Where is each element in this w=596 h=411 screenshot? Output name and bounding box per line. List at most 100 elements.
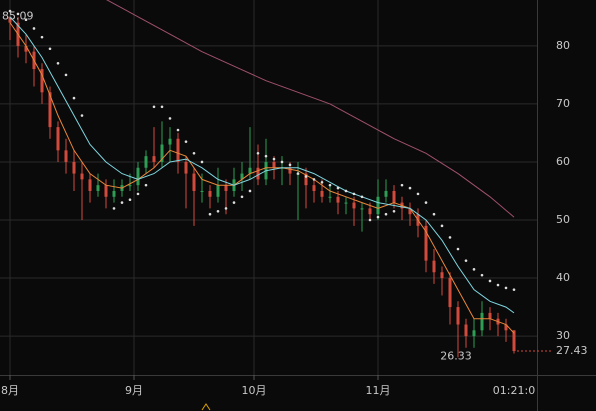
- sar-dot: [400, 183, 404, 187]
- candle-body: [360, 208, 364, 210]
- sar-dot: [32, 27, 36, 30]
- sar-dot: [216, 210, 220, 213]
- candle-body: [160, 144, 164, 162]
- y-tick-label: 30: [556, 329, 570, 342]
- candle-body: [304, 173, 308, 186]
- candle-body: [328, 196, 332, 198]
- sar-dot: [152, 105, 156, 109]
- sar-dot: [8, 9, 12, 13]
- moving-average-line: [9, 22, 515, 334]
- moving-average-line: [106, 0, 515, 218]
- candle-body: [440, 272, 444, 279]
- candle-body: [208, 190, 212, 197]
- sar-dot: [448, 236, 452, 239]
- sar-dot: [112, 207, 116, 210]
- candle-body: [224, 185, 228, 191]
- marker-icon: [201, 403, 211, 411]
- y-tick-label: 80: [556, 39, 570, 52]
- sar-dot: [304, 175, 308, 178]
- candle-body: [64, 150, 68, 162]
- sar-dot: [56, 61, 60, 65]
- candle-body: [104, 185, 108, 197]
- high-label: 85.09: [2, 9, 34, 22]
- candle-body: [72, 161, 76, 174]
- sar-dot: [224, 207, 228, 210]
- x-tick-label: 11月: [366, 384, 391, 397]
- sar-dot: [392, 210, 396, 213]
- sar-dot: [328, 183, 332, 187]
- candle-body: [480, 312, 484, 331]
- candle-body: [488, 312, 492, 319]
- sar-dot: [192, 151, 196, 155]
- sar-dot: [200, 160, 204, 164]
- sar-dot: [16, 12, 20, 16]
- sar-dot: [376, 215, 380, 219]
- sar-dot: [344, 189, 348, 193]
- sar-dot: [72, 96, 76, 100]
- y-tick-label: 60: [556, 155, 570, 168]
- sar-dot: [480, 273, 484, 277]
- candle-body: [112, 190, 116, 197]
- candle-body: [216, 185, 220, 197]
- sar-dot: [184, 140, 188, 143]
- candle-body: [56, 127, 60, 151]
- candle-body: [288, 167, 292, 174]
- sar-dot: [80, 114, 84, 117]
- candle-body: [448, 278, 452, 308]
- low-label: 26.33: [440, 349, 472, 362]
- sar-dot: [360, 195, 364, 199]
- sar-dot: [512, 288, 516, 291]
- sar-dot: [472, 268, 476, 271]
- sar-dot: [24, 18, 28, 22]
- sar-dot: [312, 178, 316, 181]
- candle-body: [376, 196, 380, 215]
- x-tick-label: 8月: [1, 384, 19, 397]
- sar-dot: [208, 212, 212, 216]
- candle-body: [24, 45, 28, 52]
- sar-dot: [464, 259, 468, 262]
- sar-dot: [384, 212, 388, 216]
- candle-body: [384, 190, 388, 197]
- candle-body: [344, 202, 348, 204]
- sar-dot: [408, 186, 412, 190]
- moving-average-line: [9, 16, 515, 314]
- sar-dot: [176, 128, 180, 132]
- sar-dot: [136, 192, 140, 196]
- sar-dot: [144, 183, 148, 187]
- sar-dot: [64, 73, 68, 77]
- sar-dot: [352, 192, 356, 196]
- candle-body: [192, 173, 196, 191]
- sar-dot: [504, 286, 508, 290]
- sar-dot: [488, 279, 492, 283]
- candle-body: [136, 167, 140, 186]
- sar-dot: [416, 192, 420, 196]
- sar-dot: [496, 283, 500, 287]
- sar-dot: [240, 195, 244, 199]
- candle-body: [240, 173, 244, 180]
- x-tick-label: 10月: [242, 384, 267, 397]
- candle-body: [248, 167, 252, 174]
- candle-body: [40, 69, 44, 93]
- sar-dot: [160, 105, 164, 109]
- candle-body: [48, 92, 52, 128]
- sar-dot: [232, 201, 236, 204]
- candle-body: [320, 190, 324, 197]
- sar-dot: [168, 117, 172, 120]
- candle-body: [424, 225, 428, 261]
- candle-body: [464, 324, 468, 337]
- sar-dot: [272, 157, 276, 161]
- sar-dot: [48, 47, 52, 51]
- sar-dot: [280, 160, 284, 164]
- candle-body: [8, 16, 12, 23]
- candle-body: [456, 307, 460, 325]
- candle-body: [272, 161, 276, 168]
- sar-dot: [336, 186, 340, 190]
- candle-body: [368, 208, 372, 215]
- candle-body: [432, 260, 436, 273]
- candle-body: [392, 190, 396, 203]
- plot-area: [0, 0, 537, 375]
- candle-body: [256, 167, 260, 180]
- candle-body: [312, 185, 316, 191]
